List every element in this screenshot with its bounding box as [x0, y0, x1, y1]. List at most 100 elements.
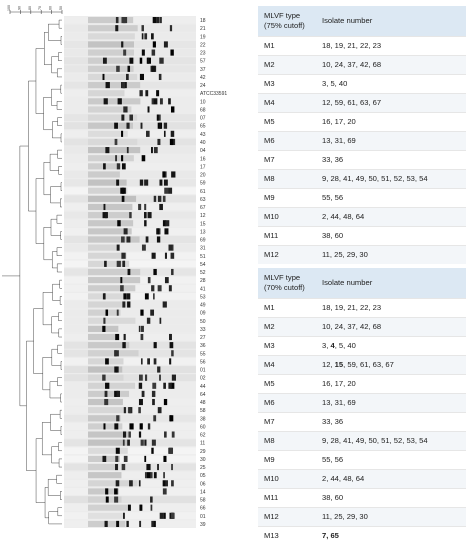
gel-band	[115, 480, 120, 487]
gel-lane	[64, 187, 196, 195]
lane-label: 63	[200, 197, 206, 203]
gel-band	[120, 187, 125, 194]
lane-label: 64	[200, 392, 206, 398]
mlvf-type-cell: M6	[258, 130, 316, 150]
gel-band	[115, 463, 118, 471]
gel-band	[157, 285, 162, 292]
gel-band	[157, 228, 160, 235]
header-type-cell: MLVF type (70% cutoff)	[258, 268, 316, 298]
lane-label: 13	[200, 229, 206, 235]
isolate-number-bold: 4	[330, 341, 335, 350]
gel-band	[170, 49, 174, 56]
lane-label: 14	[200, 489, 206, 495]
gel-band	[139, 179, 144, 186]
gel-smear	[88, 138, 138, 146]
gel-lane	[64, 398, 196, 406]
gel-band	[116, 179, 120, 186]
gel-band	[159, 179, 163, 186]
gel-band	[156, 17, 160, 24]
gel-band	[157, 463, 159, 471]
gel-band	[151, 390, 156, 397]
gel-band	[163, 382, 166, 389]
gel-band	[171, 244, 174, 251]
mlvf-type-cell: M3	[258, 73, 316, 93]
lane-label: 19	[200, 34, 206, 40]
gel-band	[140, 358, 143, 365]
gel-band	[165, 480, 168, 487]
mlvf-type-cell: M12	[258, 506, 316, 526]
gel-band	[157, 366, 161, 373]
gel-smear	[88, 195, 137, 202]
gel-band	[104, 398, 109, 406]
gel-smear	[88, 285, 136, 292]
gel-band	[169, 25, 173, 32]
scale-tick-label: 100	[7, 5, 11, 11]
gel-band	[121, 195, 125, 202]
isolate-number-cell: 3, 5, 40	[316, 73, 466, 93]
lane-label: 62	[200, 433, 206, 439]
gel-smear	[88, 33, 135, 40]
lane-label: 57	[200, 59, 206, 65]
gel-band	[123, 106, 128, 113]
gel-band	[164, 252, 167, 259]
gel-band	[146, 317, 151, 324]
gel-band	[164, 277, 169, 284]
gel-lane	[64, 439, 196, 447]
lane-label: 48	[200, 400, 206, 406]
gel-band	[170, 512, 175, 519]
gel-band	[139, 374, 143, 381]
lane-label: 16	[200, 156, 206, 162]
lane-label: 11	[200, 441, 205, 447]
mlvf-type-cell: M1	[258, 297, 316, 317]
gel-band	[126, 520, 129, 527]
lane-label: 25	[200, 465, 206, 471]
isolate-number-text: 55, 56	[322, 455, 344, 464]
gel-band	[146, 472, 151, 479]
gel-band	[169, 333, 172, 341]
lane-label: 20	[200, 173, 206, 179]
gel-smear	[88, 17, 134, 24]
mlvf-type-cell: M3	[258, 335, 316, 355]
gel-smear	[88, 333, 120, 341]
gel-band	[114, 366, 118, 373]
gel-smear	[88, 220, 134, 227]
gel-band	[102, 57, 107, 64]
gel-band	[171, 268, 174, 276]
isolate-number-text: 33, 36	[322, 417, 344, 426]
gel-band	[150, 309, 155, 316]
table-row: M4 12, 15, 59, 61, 63, 67	[258, 354, 466, 374]
table-row: M1 18, 19, 21, 22, 23	[258, 297, 466, 317]
lane-label: 28	[200, 278, 206, 284]
lane-label: 29	[200, 449, 206, 455]
isolate-number-cell: 3, 4, 5, 40	[316, 335, 466, 355]
lane-label: 07	[200, 116, 206, 122]
gel-band	[103, 317, 106, 324]
table-row: M2 10, 24, 37, 42, 68	[258, 54, 466, 74]
gel-band	[152, 398, 155, 406]
gel-band	[121, 463, 126, 471]
lane-label: 31	[200, 246, 206, 252]
gel-band	[138, 407, 141, 414]
lane-label: 58	[200, 498, 206, 504]
table-header: MLVF type (75% cutoff) Isolate number	[258, 6, 466, 36]
gel-band	[117, 98, 122, 105]
gel-band	[139, 90, 143, 97]
lane-label: 36	[200, 343, 206, 349]
isolate-number-text: 3,	[322, 341, 331, 350]
gel-band	[144, 179, 149, 186]
table-row: M7 33, 36	[258, 411, 466, 431]
gel-band	[103, 423, 106, 430]
isolate-number-text: 2, 44, 48, 64	[322, 474, 365, 483]
gel-band	[129, 480, 133, 487]
lane-label: 15	[200, 221, 206, 227]
gel-band	[150, 504, 153, 511]
gel-band	[151, 98, 154, 105]
isolate-number-cell: 12, 59, 61, 63, 67	[316, 92, 466, 112]
gel-band	[102, 212, 107, 219]
gel-lane	[64, 496, 196, 504]
gel-band	[159, 57, 164, 64]
isolate-number-cell: 33, 36	[316, 411, 466, 431]
gel-band	[162, 488, 167, 495]
lane-label: 51	[200, 254, 206, 260]
gel-band	[151, 49, 156, 56]
